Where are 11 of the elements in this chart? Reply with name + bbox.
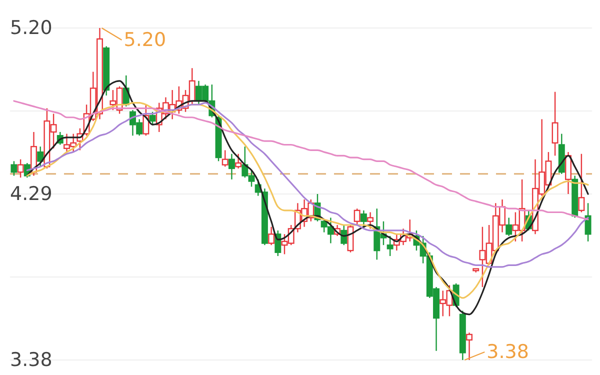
- candlestick: [552, 91, 558, 156]
- y-tick-label: 4.29: [10, 183, 52, 205]
- candlestick: [235, 153, 242, 170]
- candlestick: [466, 332, 473, 361]
- y-tick-label: 5.20: [10, 17, 52, 39]
- candlestick: [103, 46, 110, 96]
- annotation: 5.20: [124, 29, 166, 51]
- candlestick: [228, 153, 235, 180]
- annotation: 3.38: [486, 341, 529, 363]
- candlestick: [565, 151, 572, 195]
- y-tick-label: 3.38: [10, 349, 52, 371]
